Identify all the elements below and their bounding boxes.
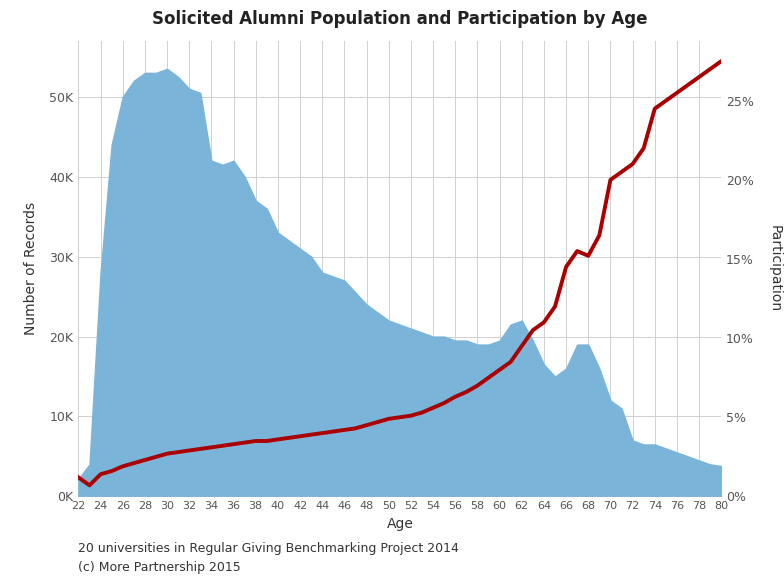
Text: (c) More Partnership 2015: (c) More Partnership 2015	[78, 561, 241, 574]
Y-axis label: Participation: Participation	[768, 225, 782, 312]
Y-axis label: Number of Records: Number of Records	[24, 202, 38, 335]
Text: 20 universities in Regular Giving Benchmarking Project 2014: 20 universities in Regular Giving Benchm…	[78, 542, 459, 555]
X-axis label: Age: Age	[387, 517, 413, 531]
Title: Solicited Alumni Population and Participation by Age: Solicited Alumni Population and Particip…	[152, 10, 648, 28]
